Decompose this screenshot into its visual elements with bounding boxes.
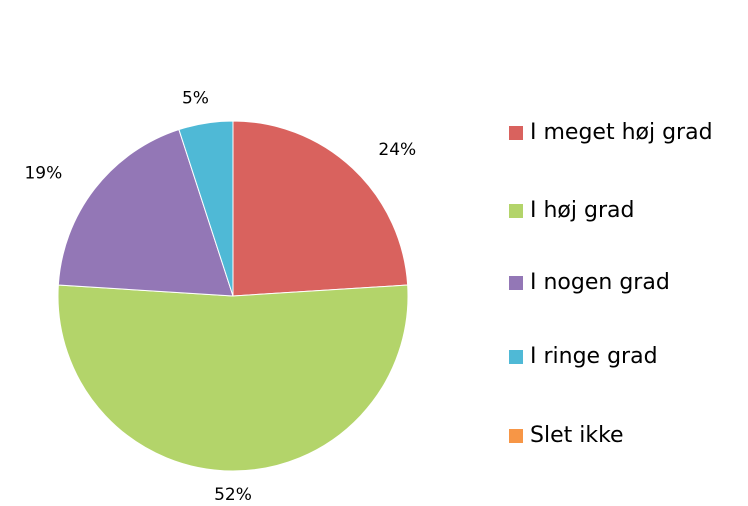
legend-label: I ringe grad (530, 344, 658, 369)
pie-slice (57, 128, 234, 297)
legend-swatch (509, 126, 523, 140)
legend-label: I høj grad (530, 198, 634, 223)
data-label: 5% (182, 88, 209, 108)
legend-swatch (509, 204, 523, 218)
legend-label: I meget høj grad (530, 120, 713, 145)
legend-swatch (509, 350, 523, 364)
legend-label: Slet ikke (530, 423, 624, 448)
pie-slice (57, 284, 409, 472)
pie-slice (232, 120, 409, 297)
data-label: 19% (24, 163, 62, 183)
data-label: 24% (378, 140, 416, 160)
data-label: 52% (214, 485, 252, 505)
legend-swatch (509, 276, 523, 290)
legend-swatch (509, 429, 523, 443)
legend-label: I nogen grad (530, 270, 670, 295)
